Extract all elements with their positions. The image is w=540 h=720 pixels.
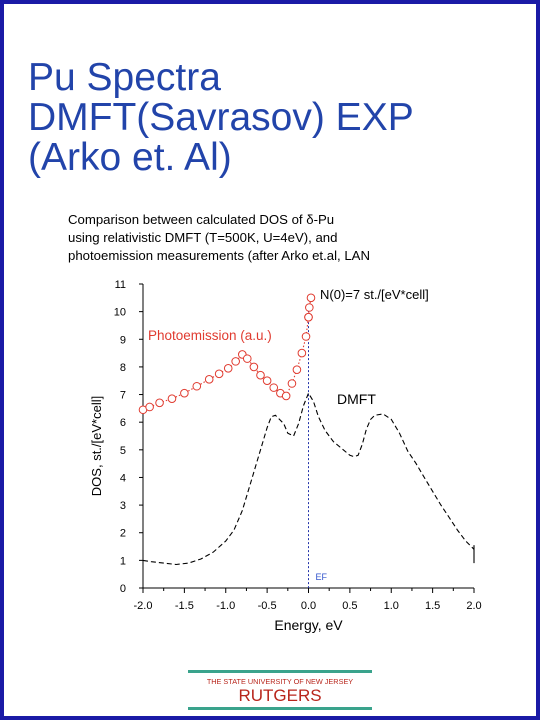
photoemission-point [281, 391, 291, 401]
photoemission-point [249, 362, 259, 372]
photoemission-point [269, 383, 279, 392]
y-tick-label: 10 [114, 307, 126, 319]
caption-line: photoemission measurements (after Arko e… [68, 248, 370, 263]
university-name: THE STATE UNIVERSITY OF NEW JERSEY [206, 677, 354, 686]
dmft-label: DMFT [337, 391, 376, 407]
slide-title: Pu Spectra DMFT(Savrasov) EXP (Arko et. … [28, 58, 528, 178]
x-tick-label: 0.0 [301, 600, 316, 612]
caption-line: Comparison between calculated DOS of δ-P… [68, 212, 334, 227]
x-tick-label: 1.0 [384, 600, 399, 612]
logo-bottom-bar [188, 707, 372, 710]
photoemission-point [145, 402, 154, 412]
x-tick-label: -2.0 [134, 600, 153, 612]
title-line: Pu Spectra [28, 56, 221, 99]
dmft-curve [142, 391, 475, 566]
title-line: DMFT(Savrasov) EXP [28, 96, 414, 139]
logo-top-bar [188, 670, 372, 673]
photoemission-point [192, 381, 202, 391]
photoemission-point [262, 376, 272, 386]
photoemission-point [180, 388, 189, 398]
y-tick-label: 9 [120, 334, 126, 346]
photoemission-point [304, 312, 313, 322]
photoemission-point [155, 398, 164, 408]
caption-line: using relativistic DMFT (T=500K, U=4eV),… [68, 230, 337, 245]
x-tick-label: -1.0 [216, 600, 235, 612]
university-logo: THE STATE UNIVERSITY OF NEW JERSEY RUTGE… [188, 670, 372, 710]
photoemission-point [297, 348, 307, 358]
y-tick-label: 8 [120, 362, 126, 374]
x-tick-label: -0.5 [258, 600, 277, 612]
n0-label: N(0)=7 st./[eV*cell] [320, 287, 429, 302]
x-axis-title: Energy, eV [274, 617, 343, 633]
y-tick-label: 7 [120, 390, 126, 402]
x-tick-label: 2.0 [466, 600, 481, 612]
y-tick-label: 0 [120, 583, 126, 595]
photoemission-point [306, 293, 316, 303]
y-tick-label: 3 [120, 500, 126, 512]
photoemission-point [256, 370, 265, 380]
y-tick-label: 4 [120, 472, 126, 484]
figure-caption: Comparison between calculated DOS of δ-P… [68, 212, 370, 263]
plot-area: 0 1 2 3 4 5 6 7 8 9 10 11 -2.0 -1.5 -1.0 -0.5 0.0 0.5 1.0 1… [89, 279, 482, 633]
title-line: (Arko et. Al) [28, 136, 232, 179]
y-tick-label: 1 [120, 555, 126, 567]
photoemission-point [204, 375, 214, 384]
fermi-level-label: EF [316, 572, 328, 582]
y-axis-title: DOS, st./[eV*cell] [89, 396, 104, 496]
photoemission-point [214, 369, 224, 379]
photoemission-point [287, 379, 297, 388]
y-tick-label: 11 [115, 279, 126, 291]
x-tick-label: 1.5 [425, 600, 440, 612]
photoemission-point [223, 363, 233, 373]
y-tick-label: 6 [120, 417, 126, 429]
y-tick-label: 2 [120, 528, 126, 540]
photoemission-point [242, 354, 252, 363]
photoemission-label: Photoemission (a.u.) [148, 328, 272, 343]
photoemission-point [167, 394, 177, 403]
photoemission-point [301, 332, 311, 341]
photoemission-point [292, 365, 302, 374]
x-tick-label: 0.5 [342, 600, 357, 612]
rutgers-wordmark: RUTGERS [238, 686, 322, 705]
photoemission-point [231, 357, 240, 366]
y-tick-label: 5 [120, 445, 126, 457]
x-tick-label: -1.5 [175, 600, 194, 612]
photoemission-point [305, 303, 314, 312]
